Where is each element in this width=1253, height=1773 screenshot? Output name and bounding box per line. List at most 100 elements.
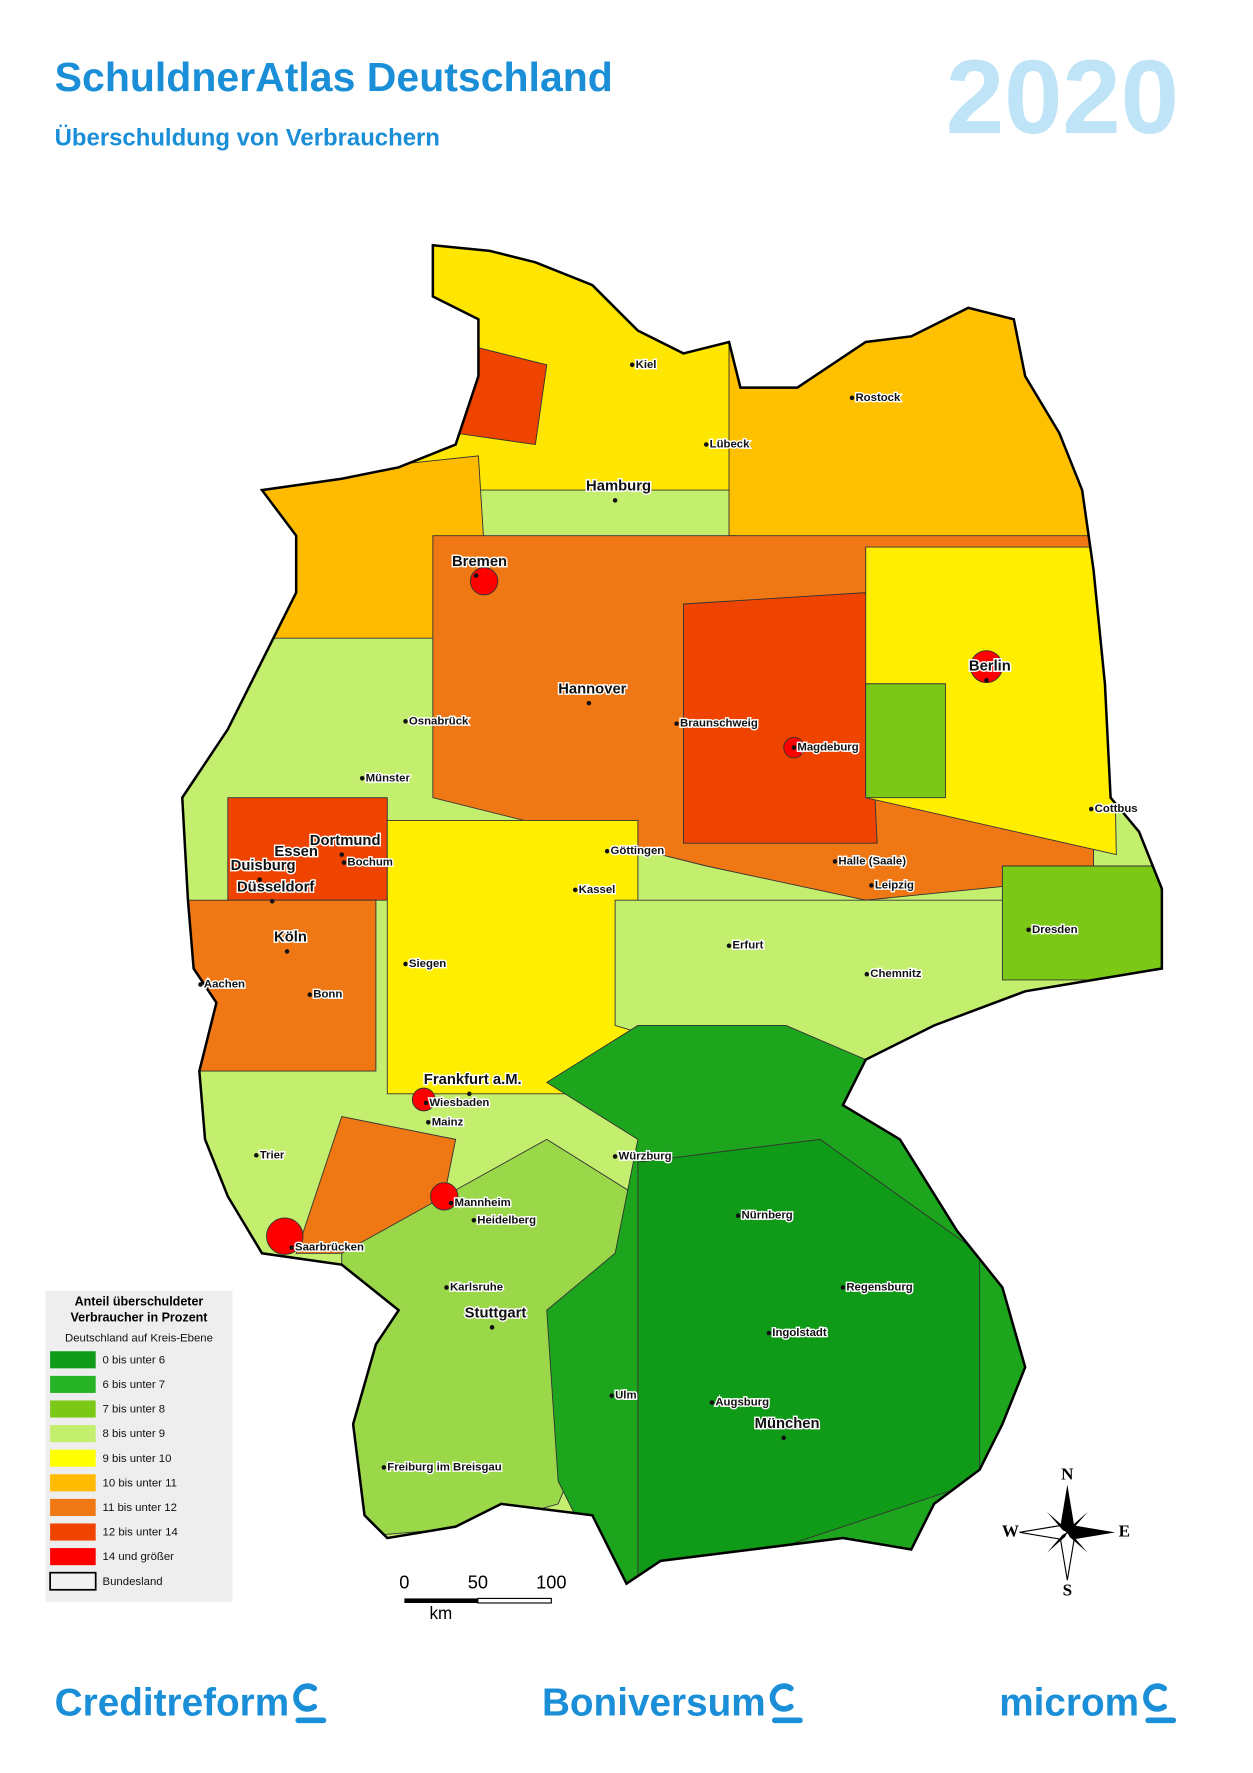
city-label: Köln [274, 930, 307, 946]
city-dot [290, 863, 296, 869]
legend-title: Anteil überschuldeter [75, 1295, 204, 1309]
logo: Boniversum [542, 1682, 766, 1725]
logo-mark [293, 1683, 327, 1724]
city-dot [359, 776, 365, 781]
city-dot [781, 1435, 786, 1441]
city-dot [766, 1330, 772, 1336]
compass-s: S [1063, 1581, 1072, 1600]
city-label: Wiesbaden [429, 1097, 489, 1109]
city-label: Osnabrück [409, 715, 469, 727]
city-dot [840, 1285, 846, 1290]
city-dot [1088, 806, 1094, 812]
city-dot [473, 573, 479, 578]
city-dot [381, 1465, 387, 1470]
city-label: Regensburg [846, 1281, 912, 1293]
scale-bar-empty [477, 1597, 552, 1604]
city-dot [864, 971, 870, 977]
city-dot [467, 1091, 472, 1097]
city-label: Mainz [432, 1116, 464, 1128]
title: SchuldnerAtlas Deutschland [55, 54, 613, 100]
logo-mark [1143, 1683, 1177, 1724]
city-label: Göttingen [611, 845, 665, 857]
city-label: Duisburg [231, 858, 296, 874]
region [1001, 865, 1162, 981]
legend-swatch [50, 1400, 96, 1418]
city-dot [307, 992, 313, 997]
city-label: Braunschweig [680, 718, 758, 730]
city-label: Berlin [969, 659, 1011, 675]
city-label: Bremen [452, 554, 507, 570]
legend-swatch [49, 1571, 97, 1591]
city-label: Kassel [579, 884, 616, 896]
logo-mark [769, 1683, 803, 1724]
city-dot [629, 362, 635, 368]
legend-label: 8 bis unter 9 [103, 1428, 166, 1440]
footer-logos: Creditreform Boniversum microm [55, 1682, 1177, 1725]
city-dot [403, 719, 408, 724]
legend-swatch [50, 1474, 96, 1492]
legend-label: 0 bis unter 6 [103, 1354, 166, 1366]
city-label: Ingolstadt [772, 1327, 827, 1339]
city-dot [703, 442, 709, 447]
city-dot [612, 1154, 618, 1159]
city-dot [339, 852, 345, 857]
city-dot [198, 982, 203, 987]
legend: Anteil überschuldeter Verbraucher in Proz… [45, 1290, 233, 1602]
year: 2020 [946, 39, 1179, 156]
region [411, 1087, 436, 1112]
legend-swatch [50, 1548, 96, 1566]
city-label: Hannover [558, 681, 626, 697]
legend-label: 14 und größer [103, 1551, 175, 1563]
city-label: München [755, 1416, 820, 1432]
region [682, 592, 878, 844]
city-labels: Kiel Rostock Lübeck Hamburg Bremen Berlin Hann… [198, 357, 1139, 1475]
city-dot [674, 721, 679, 726]
city-dot [448, 1200, 454, 1206]
city-dot [254, 1153, 259, 1158]
legend-swatch [50, 1449, 96, 1467]
city-dot [709, 1400, 715, 1405]
city-dot [257, 877, 262, 882]
city-label: Erfurt [732, 940, 763, 952]
city-dot [604, 848, 610, 854]
city-dot [403, 961, 408, 967]
scale-tick-label: 0 [399, 1572, 409, 1592]
city-dot [609, 1393, 614, 1398]
city-dot [284, 949, 290, 954]
city-dot [489, 1325, 495, 1330]
scale-tick-label: 50 [468, 1572, 488, 1592]
city-label: Essen [274, 844, 318, 860]
legend-label: 10 bis unter 11 [103, 1477, 177, 1489]
city-label: Mannheim [454, 1197, 510, 1209]
legend-swatch [50, 1375, 96, 1393]
city-label: Dresden [1032, 924, 1078, 936]
city-label: Kiel [636, 359, 657, 371]
city-label: Magdeburg [797, 742, 858, 754]
city-label: Düsseldorf [237, 880, 314, 896]
city-label: Ulm [615, 1390, 637, 1402]
city-dot [726, 943, 732, 949]
subtitle: Überschuldung von Verbrauchern [55, 125, 440, 152]
legend-title: Verbraucher in Prozent [70, 1311, 208, 1325]
city-label: Dortmund [310, 833, 381, 849]
city-label: Hamburg [586, 479, 651, 495]
legend-label: 7 bis unter 8 [103, 1404, 166, 1416]
city-label: Freiburg im Breisgau [387, 1461, 501, 1473]
city-dot [289, 1245, 294, 1250]
legend-swatch [50, 1523, 96, 1541]
region [637, 1138, 981, 1584]
map-regions [182, 245, 1162, 1584]
legend-label: Bundesland [103, 1576, 163, 1588]
city-label: Siegen [409, 958, 446, 970]
city-label: Cottbus [1095, 803, 1138, 815]
city-label: Würzburg [619, 1150, 672, 1162]
city-dot [471, 1217, 477, 1223]
city-dot [1026, 927, 1031, 933]
city-dot [586, 700, 592, 706]
city-label: Trier [260, 1149, 285, 1161]
legend-swatch [50, 1351, 96, 1369]
city-label: Bonn [313, 989, 342, 1001]
city-dot [849, 395, 855, 401]
